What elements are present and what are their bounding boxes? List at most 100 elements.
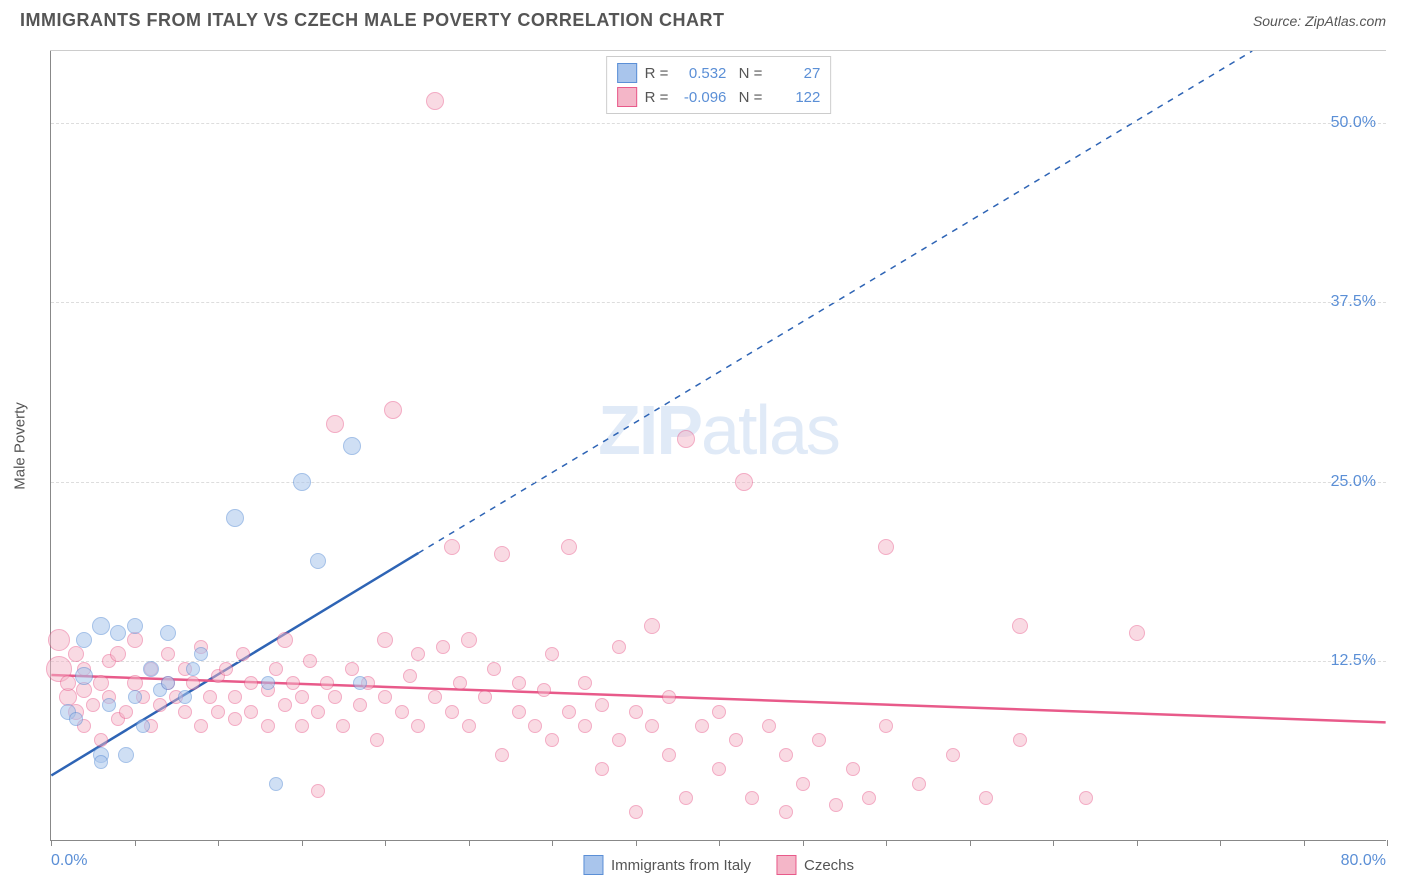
scatter-point-czech (445, 705, 459, 719)
scatter-point-czech (946, 748, 960, 762)
scatter-point-italy (94, 755, 108, 769)
scatter-point-czech (60, 675, 76, 691)
y-tick-label: 12.5% (1331, 652, 1376, 670)
scatter-point-czech (495, 748, 509, 762)
scatter-point-czech (377, 632, 393, 648)
scatter-point-czech (846, 762, 860, 776)
watermark: ZIPatlas (598, 390, 839, 470)
legend-n-value-italy: 27 (770, 65, 820, 82)
scatter-point-czech (1129, 625, 1145, 641)
scatter-point-czech (203, 690, 217, 704)
legend-r-label: R = (645, 89, 669, 106)
scatter-point-italy (160, 625, 176, 641)
y-axis-label: Male Poverty (12, 402, 29, 490)
scatter-point-czech (127, 675, 143, 691)
scatter-point-czech (712, 762, 726, 776)
scatter-point-czech (278, 698, 292, 712)
scatter-point-czech (629, 805, 643, 819)
x-tick (385, 840, 386, 846)
scatter-point-czech (353, 698, 367, 712)
legend-series: Immigrants from ItalyCzechs (583, 855, 854, 875)
legend-swatch-czech (617, 87, 637, 107)
y-tick-label: 25.0% (1331, 473, 1376, 491)
scatter-point-italy (69, 712, 83, 726)
legend-n-label: N = (734, 89, 762, 106)
legend-stats-row-czech: R =-0.096 N =122 (617, 85, 821, 109)
scatter-point-czech (219, 662, 233, 676)
x-tick (552, 840, 553, 846)
scatter-point-czech (426, 92, 444, 110)
x-tick (1053, 840, 1054, 846)
x-tick (803, 840, 804, 846)
trend-lines-svg (51, 51, 1386, 840)
scatter-point-italy (76, 632, 92, 648)
y-tick-label: 50.0% (1331, 114, 1376, 132)
scatter-point-italy (102, 698, 116, 712)
scatter-point-czech (829, 798, 843, 812)
scatter-point-czech (545, 733, 559, 747)
scatter-point-czech (194, 719, 208, 733)
scatter-point-czech (403, 669, 417, 683)
scatter-point-czech (662, 748, 676, 762)
scatter-point-italy (127, 618, 143, 634)
scatter-point-czech (161, 647, 175, 661)
scatter-point-italy (186, 662, 200, 676)
scatter-point-czech (153, 698, 167, 712)
scatter-point-italy (161, 676, 175, 690)
scatter-point-czech (48, 629, 70, 651)
scatter-point-czech (244, 705, 258, 719)
x-tick (636, 840, 637, 846)
scatter-point-czech (862, 791, 876, 805)
scatter-point-czech (494, 546, 510, 562)
scatter-point-czech (277, 632, 293, 648)
scatter-point-italy (293, 473, 311, 491)
scatter-point-czech (244, 676, 258, 690)
scatter-point-italy (178, 690, 192, 704)
scatter-point-italy (110, 625, 126, 641)
legend-label-italy: Immigrants from Italy (611, 857, 751, 874)
gridline-h (51, 661, 1386, 662)
scatter-point-czech (1013, 733, 1027, 747)
scatter-point-czech (286, 676, 300, 690)
scatter-point-czech (236, 647, 250, 661)
scatter-point-czech (796, 777, 810, 791)
scatter-point-czech (269, 662, 283, 676)
scatter-point-czech (612, 733, 626, 747)
scatter-point-czech (436, 640, 450, 654)
scatter-point-czech (461, 632, 477, 648)
scatter-point-czech (186, 676, 200, 690)
scatter-point-italy (310, 553, 326, 569)
x-tick (218, 840, 219, 846)
scatter-point-czech (779, 805, 793, 819)
scatter-point-czech (68, 646, 84, 662)
scatter-point-czech (762, 719, 776, 733)
scatter-point-czech (878, 539, 894, 555)
scatter-point-czech (320, 676, 334, 690)
scatter-point-czech (336, 719, 350, 733)
x-tick (719, 840, 720, 846)
scatter-point-czech (1012, 618, 1028, 634)
scatter-point-italy (143, 661, 159, 677)
scatter-point-czech (512, 676, 526, 690)
scatter-point-italy (269, 777, 283, 791)
x-tick (51, 840, 52, 846)
scatter-point-italy (118, 747, 134, 763)
scatter-point-czech (644, 618, 660, 634)
gridline-h (51, 302, 1386, 303)
scatter-point-czech (110, 646, 126, 662)
scatter-point-italy (194, 647, 208, 661)
scatter-point-czech (295, 690, 309, 704)
scatter-point-czech (345, 662, 359, 676)
scatter-point-italy (136, 719, 150, 733)
x-tick (970, 840, 971, 846)
scatter-point-italy (75, 667, 93, 685)
x-tick (135, 840, 136, 846)
scatter-point-czech (512, 705, 526, 719)
scatter-point-czech (93, 675, 109, 691)
scatter-point-czech (561, 539, 577, 555)
legend-swatch-italy (617, 63, 637, 83)
scatter-point-czech (178, 705, 192, 719)
scatter-point-czech (411, 647, 425, 661)
scatter-point-czech (537, 683, 551, 697)
scatter-point-czech (879, 719, 893, 733)
